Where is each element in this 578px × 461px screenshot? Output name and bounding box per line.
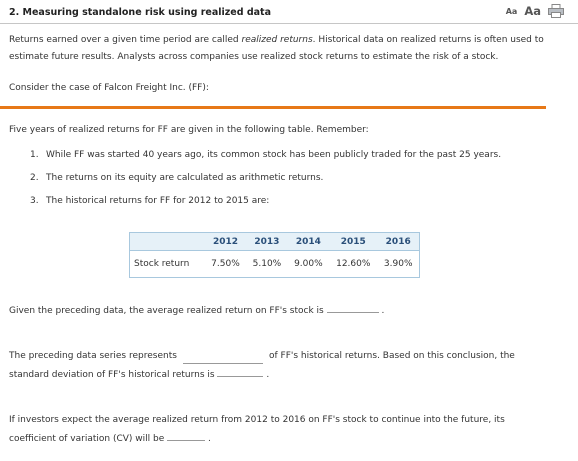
q2-text-part3: standard deviation of FF's historical re… [9, 370, 215, 380]
cv-answer-blank[interactable] [167, 429, 206, 441]
list-item-text: The historical returns for FF for 2012 t… [46, 196, 270, 206]
returns-table: 2012 2013 2014 2015 2016 Stock return 7.… [129, 232, 420, 278]
list-item: 2. The returns on its equity are calculat… [30, 171, 510, 186]
print-icon[interactable] [548, 4, 564, 18]
table-header-row: 2012 2013 2014 2015 2016 [129, 232, 420, 251]
q1-period: . [381, 306, 385, 316]
q3-text-line1: If investors expect the average realized… [9, 415, 505, 425]
list-item-number: 2. [30, 173, 39, 183]
list-item-number: 3. [30, 196, 39, 206]
table-header-cell: 2012 [204, 232, 247, 251]
table-cell: 3.90% [383, 259, 413, 269]
list-item-number: 1. [30, 150, 39, 160]
table-header-cell: 2015 [329, 232, 378, 251]
q3-period: . [208, 434, 211, 444]
intro-text-after: . Historical data on realized returns is… [9, 35, 544, 62]
table-header-cell: 2016 [377, 232, 420, 251]
q1-text: Given the preceding data, the average re… [9, 306, 324, 316]
font-size-controls: Aa Aa [506, 4, 564, 18]
table-cell: 7.50% [211, 259, 240, 269]
q2-standard-deviation-line: standard deviation of FF's historical re… [9, 365, 269, 384]
list-item-text: While FF was started 40 years ago, its c… [46, 150, 502, 160]
table-header-cell [129, 232, 205, 251]
question-coefficient-of-variation: If investors expect the average realized… [9, 412, 554, 448]
table-cell: 5.10% [252, 259, 282, 269]
table-row-label: Stock return [134, 259, 190, 269]
standard-deviation-answer-blank[interactable] [217, 365, 264, 377]
intro-paragraph: Returns earned over a given time period … [9, 32, 554, 66]
intro-emphasis: realized returns [241, 35, 313, 45]
list-item: 1. While FF was started 40 years ago, its… [30, 148, 510, 163]
font-size-small-button[interactable]: Aa [505, 6, 518, 16]
question-average-return: Given the preceding data, the average re… [9, 301, 554, 320]
table-row: Stock return 7.50% 5.10% 9.00% 12.60% 3.… [130, 251, 420, 278]
list-item-text: The returns on its equity are calculated… [46, 173, 324, 183]
data-series-type-dropdown[interactable] [183, 352, 263, 364]
table-header-cell: 2013 [246, 232, 288, 251]
header-divider [0, 23, 578, 24]
list-item: 3. The historical returns for FF for 2012… [30, 194, 510, 209]
intro-text-before: Returns earned over a given time period … [9, 35, 242, 45]
consider-text: Consider the case of Falcon Freight Inc.… [9, 83, 209, 93]
table-cell: 12.60% [336, 259, 371, 269]
remember-list: 1. While FF was started 40 years ago, its… [30, 148, 510, 217]
q3-text-line2: coefficient of variation (CV) will be [9, 434, 165, 444]
table-header-cell: 2014 [287, 232, 330, 251]
five-years-text: Five years of realized returns for FF ar… [9, 125, 369, 135]
average-return-answer-blank[interactable] [326, 301, 379, 313]
q2-period: . [266, 370, 270, 380]
question-title: 2. Measuring standalone risk using reali… [9, 7, 272, 18]
q2-text-part1: The preceding data series represents [9, 351, 177, 361]
font-size-large-button[interactable]: Aa [524, 4, 541, 18]
table-cell: 9.00% [294, 259, 323, 269]
q2-text-part2: of FF's historical returns. Based on thi… [269, 351, 515, 361]
section-divider-orange [0, 106, 546, 109]
